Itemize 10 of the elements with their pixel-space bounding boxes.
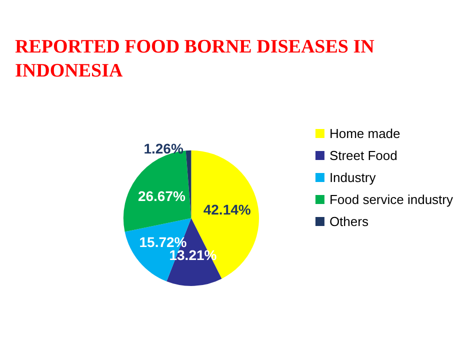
legend-label: Others [329,214,369,229]
legend-label: Industry [329,170,376,185]
data-label: 1.26% [144,140,184,156]
chart-title: REPORTED FOOD BORNE DISEASES IN INDONESIA [15,36,380,82]
legend-label: Home made [329,126,400,141]
data-label: 42.14% [203,202,252,218]
legend-label: Street Food [329,148,398,163]
data-label: 15.72% [139,234,188,250]
data-label: 26.67% [138,188,186,204]
legend-label: Food service industry [329,192,454,207]
